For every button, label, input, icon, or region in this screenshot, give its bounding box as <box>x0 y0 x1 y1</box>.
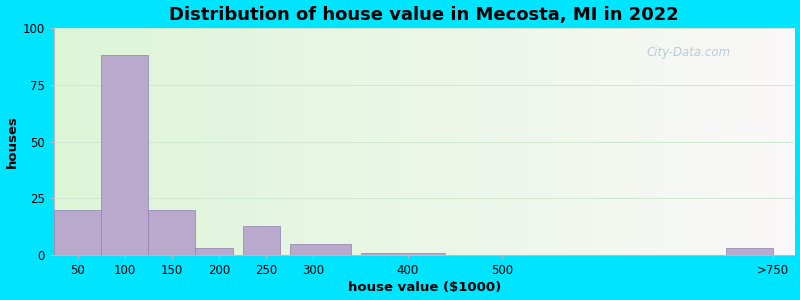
Bar <box>290 244 351 255</box>
Bar <box>54 210 101 255</box>
X-axis label: house value ($1000): house value ($1000) <box>347 281 501 294</box>
Text: City-Data.com: City-Data.com <box>646 46 730 59</box>
Bar <box>101 55 148 255</box>
Bar <box>361 253 446 255</box>
Bar <box>242 226 280 255</box>
Y-axis label: houses: houses <box>6 115 18 168</box>
Bar <box>195 248 234 255</box>
Title: Distribution of house value in Mecosta, MI in 2022: Distribution of house value in Mecosta, … <box>170 6 679 24</box>
Bar <box>726 248 773 255</box>
Bar <box>148 210 195 255</box>
